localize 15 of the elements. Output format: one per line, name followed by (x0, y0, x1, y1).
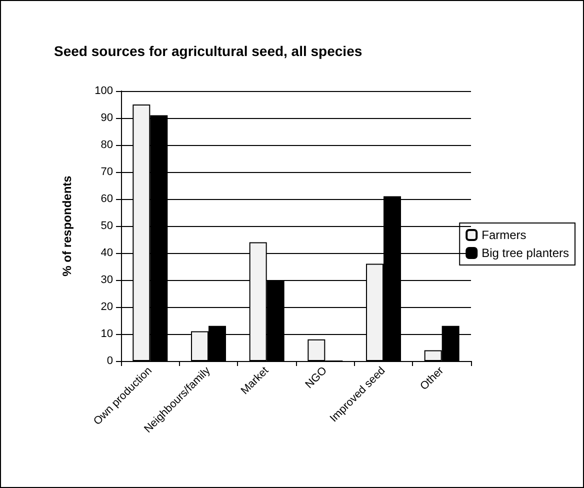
y-tick-label: 80 (100, 139, 113, 151)
y-tick-label: 0 (106, 355, 113, 367)
y-tick-label: 20 (100, 301, 113, 313)
y-tick-label: 90 (100, 112, 113, 124)
y-axis-title: % of respondents (60, 175, 74, 276)
legend-label: Big tree planters (482, 246, 570, 260)
chart-title: Seed sources for agricultural seed, all species (54, 43, 362, 59)
y-tick-label: 70 (100, 166, 113, 178)
y-tick-label: 30 (100, 274, 113, 286)
y-tick-label: 10 (100, 328, 113, 340)
y-tick-label: 40 (100, 247, 113, 259)
y-tick-label: 50 (100, 220, 113, 232)
y-tick-label: 100 (94, 85, 113, 97)
y-tick-label: 60 (100, 193, 113, 205)
legend-label: Farmers (482, 228, 526, 242)
